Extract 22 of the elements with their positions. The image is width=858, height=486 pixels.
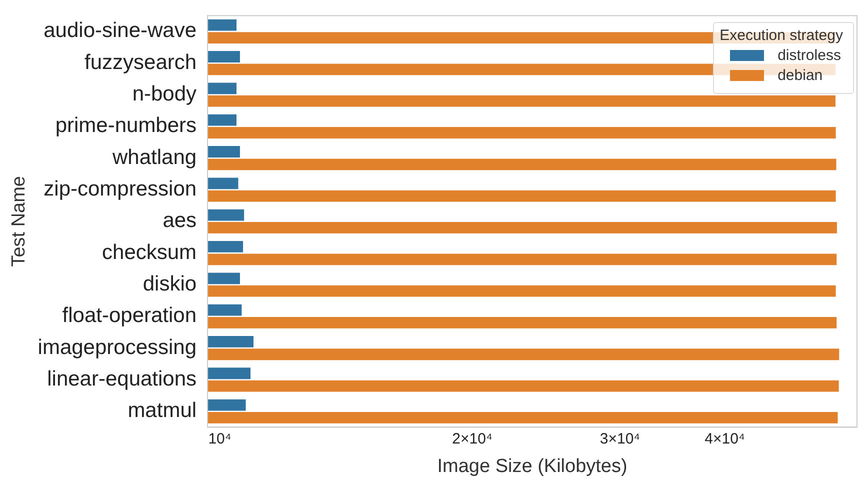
y-tick-label: fuzzysearch — [84, 50, 197, 74]
x-axis-title: Image Size (Kilobytes) — [437, 456, 628, 477]
y-tick-label: n-body — [132, 82, 198, 106]
x-tick-label: 10⁴ — [208, 430, 232, 448]
y-axis-title: Test Name — [8, 176, 30, 267]
legend-label: distroless — [778, 47, 841, 64]
y-tick-label: audio-sine-wave — [44, 19, 197, 42]
y-tick-label: checksum — [102, 240, 197, 264]
legend-label: debian — [778, 67, 823, 84]
y-tick-label: float-operation — [62, 304, 197, 328]
y-tick-label: linear-equations — [47, 368, 197, 391]
y-tick-label: zip-compression — [44, 178, 197, 201]
y-tick-label: whatlang — [111, 146, 197, 169]
x-tick-label: 2×10⁴ — [452, 430, 492, 448]
y-tick-label: prime-numbers — [55, 114, 197, 138]
y-tick-label: imageprocessing — [38, 336, 197, 359]
x-tick-label: 4×10⁴ — [704, 430, 745, 448]
y-tick-label: matmul — [128, 399, 197, 422]
legend-title: Execution strategy — [720, 27, 843, 44]
x-tick-label: 3×10⁴ — [600, 430, 640, 448]
y-tick-label: aes — [162, 209, 197, 232]
y-tick-label: diskio — [142, 272, 197, 296]
